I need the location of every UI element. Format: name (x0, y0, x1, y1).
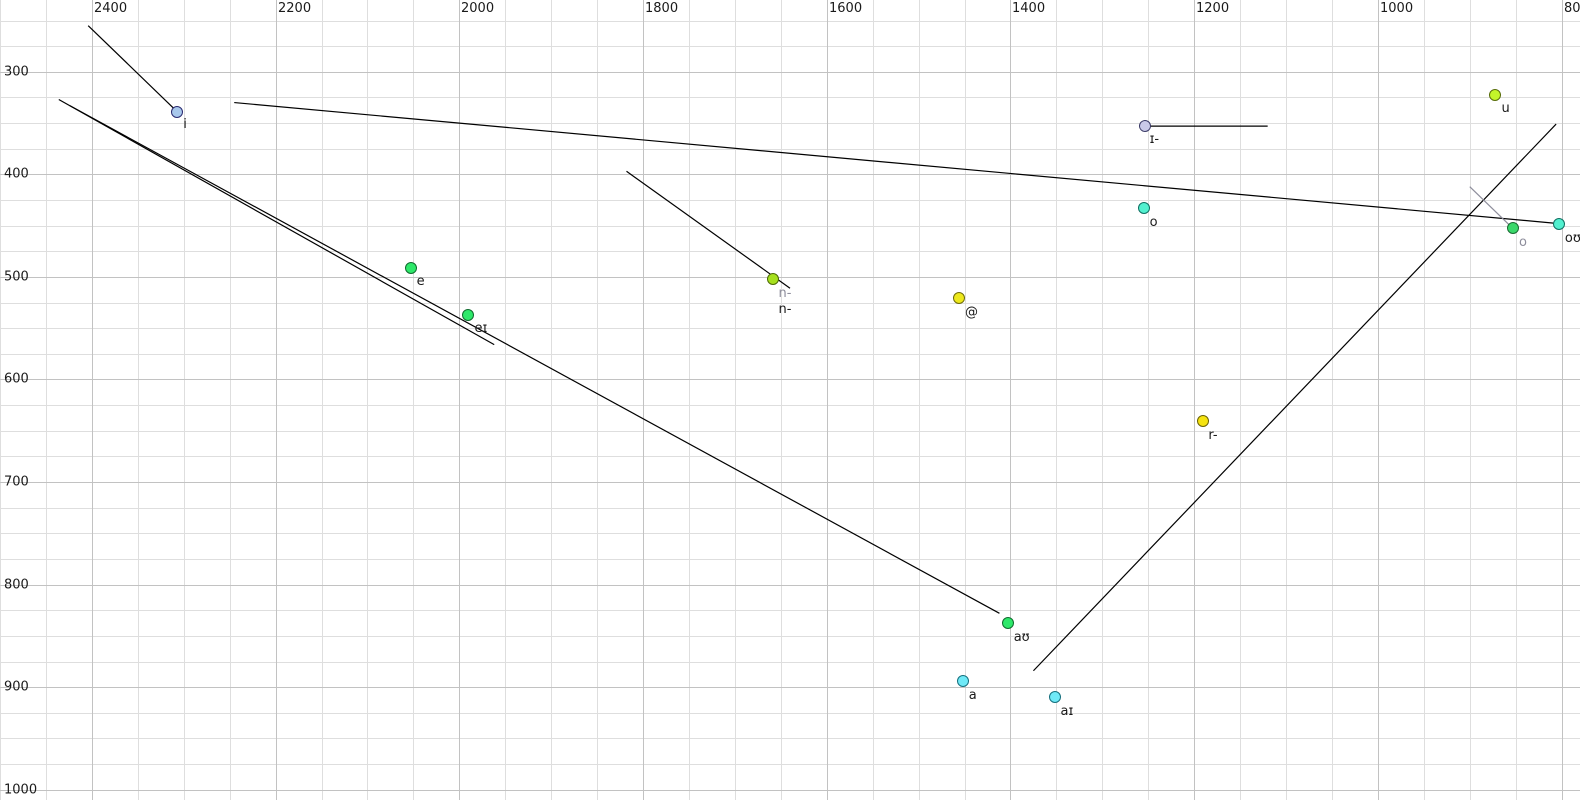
trajectory-r-rise (1032, 123, 1557, 672)
vowel-marker-u[interactable] (1489, 89, 1502, 102)
y-tick-700: 700 (4, 474, 29, 490)
vowel-label-o: o (1149, 215, 1158, 231)
vowel-marker-oʊ[interactable] (1552, 217, 1565, 230)
vowel-label-a: a (968, 688, 977, 704)
vowel-marker-@[interactable] (953, 292, 966, 305)
vowel-label-aɪ: aɪ (1060, 704, 1074, 720)
trajectory-n-glide (626, 170, 791, 289)
x-tick-2000: 2000 (461, 1, 495, 16)
trajectory-au-glide (69, 105, 1000, 614)
y-tick-900: 900 (4, 679, 29, 695)
vowel-marker-i[interactable] (171, 105, 184, 118)
y-tick-600: 600 (4, 371, 29, 387)
trajectory-o-dim (1469, 186, 1512, 228)
y-tick-1000: 1000 (4, 782, 38, 798)
vowel-label-ɪ-: ɪ- (1149, 132, 1160, 148)
vowel-label-eɪ: eɪ (474, 320, 488, 336)
vowel-label-u: u (1501, 101, 1510, 117)
vowel-label-e: e (416, 273, 425, 289)
vowel-marker-a[interactable] (956, 675, 969, 688)
y-tick-400: 400 (4, 166, 29, 182)
vowel-marker-o[interactable] (1137, 202, 1150, 215)
vowel-label-r-: r- (1208, 427, 1218, 443)
x-tick-800: 800 (1564, 1, 1580, 16)
vowel-marker-ɪ-[interactable] (1138, 120, 1151, 133)
vowel-label-o: o (1518, 234, 1527, 250)
x-tick-1000: 1000 (1380, 1, 1414, 16)
x-tick-1400: 1400 (1012, 1, 1046, 16)
vowel-label-n-: n- (778, 302, 792, 318)
vowel-marker-e[interactable] (404, 261, 417, 274)
vowel-label-i: i (183, 116, 187, 132)
trajectory-ou-long (234, 101, 1559, 225)
trajectory-e-glide (58, 98, 495, 346)
x-tick-1600: 1600 (829, 1, 863, 16)
y-tick-800: 800 (4, 577, 29, 593)
x-tick-2400: 2400 (94, 1, 128, 16)
y-tick-300: 300 (4, 64, 29, 80)
trajectory-i-glide (87, 25, 178, 113)
vowel-marker-aɪ[interactable] (1048, 691, 1061, 704)
vowel-marker-aʊ[interactable] (1001, 616, 1014, 629)
y-tick-500: 500 (4, 269, 29, 285)
x-tick-1200: 1200 (1196, 1, 1230, 16)
vowel-marker-n-[interactable] (767, 272, 780, 285)
vowel-marker-eɪ[interactable] (462, 308, 475, 321)
x-tick-1800: 1800 (645, 1, 679, 16)
vowel-label-oʊ: oʊ (1564, 230, 1580, 246)
x-tick-2200: 2200 (278, 1, 312, 16)
vowel-label-n-: n- (778, 285, 792, 301)
vowel-label-aʊ: aʊ (1013, 629, 1030, 645)
vowel-marker-r-[interactable] (1197, 414, 1210, 427)
trajectory-lines (58, 25, 1559, 672)
vowel-marker-o[interactable] (1506, 221, 1519, 234)
vowel-label-@: @ (965, 305, 979, 321)
